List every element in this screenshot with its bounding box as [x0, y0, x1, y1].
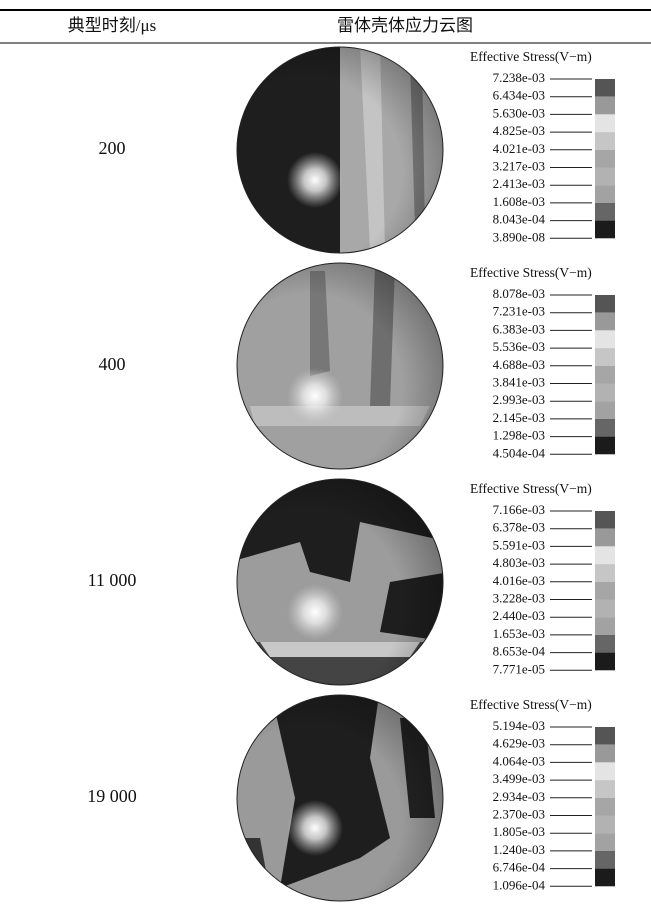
- legend-label: 6.434e-03: [493, 88, 545, 103]
- legend-label: 1.298e-03: [493, 428, 545, 443]
- header-time: 典型时刻/μs: [68, 16, 156, 35]
- legend-box: [595, 418, 615, 437]
- legend-label: 1.240e-03: [493, 842, 545, 857]
- legend-box: [595, 780, 615, 798]
- shading: [237, 695, 443, 901]
- legend-box: [595, 797, 615, 816]
- legend-label: 7.771e-05: [493, 661, 545, 676]
- time-label: 200: [99, 138, 126, 158]
- stress-sphere: [237, 47, 443, 253]
- legend-box: [595, 546, 615, 565]
- legend-label: 5.194e-03: [493, 718, 545, 733]
- legend-label: 1.608e-03: [493, 194, 545, 209]
- legend-label: 2.934e-03: [493, 789, 545, 804]
- legend-box: [595, 295, 615, 313]
- legend-box: [595, 149, 615, 168]
- legend-box: [595, 132, 615, 150]
- legend-label: 5.630e-03: [493, 105, 545, 120]
- shading: [237, 263, 443, 469]
- header-contour: 雷体壳体应力云图: [337, 16, 473, 35]
- legend-box: [595, 365, 615, 384]
- legend-box: [595, 528, 615, 547]
- stress-sphere: [237, 479, 443, 685]
- legend-label: 4.629e-03: [493, 736, 545, 751]
- legend-title: Effective Stress(V−m): [470, 481, 592, 496]
- legend-box: [595, 762, 615, 781]
- legend-box: [595, 330, 615, 349]
- legend-box: [595, 511, 615, 529]
- legend-label: 4.504e-04: [493, 445, 546, 460]
- time-label: 400: [99, 354, 126, 374]
- legend-label: 2.993e-03: [493, 392, 545, 407]
- legend-box: [595, 312, 615, 331]
- legend-box: [595, 617, 615, 635]
- legend-label: 4.064e-03: [493, 753, 545, 768]
- legend-box: [595, 815, 615, 834]
- legend-label: 2.370e-03: [493, 806, 545, 821]
- legend-box: [595, 348, 615, 366]
- legend-label: 4.825e-03: [493, 123, 545, 138]
- legend-label: 7.231e-03: [493, 304, 545, 319]
- legend-title: Effective Stress(V−m): [470, 265, 592, 280]
- legend-label: 2.145e-03: [493, 410, 545, 425]
- legend-label: 7.166e-03: [493, 502, 545, 517]
- legend-label: 1.653e-03: [493, 626, 545, 641]
- shading: [237, 479, 443, 685]
- sphere-outline: [236, 478, 444, 686]
- stress-sphere: [237, 695, 443, 901]
- legend-box: [595, 744, 615, 763]
- legend-label: 7.238e-03: [493, 70, 545, 85]
- legend-box: [595, 652, 615, 671]
- legend-label: 1.805e-03: [493, 824, 545, 839]
- time-label: 19 000: [87, 786, 137, 806]
- legend-label: 3.228e-03: [493, 590, 545, 605]
- time-label: 11 000: [88, 570, 137, 590]
- legend-label: 6.383e-03: [493, 321, 545, 336]
- legend-label: 2.413e-03: [493, 176, 545, 191]
- stress-sphere: [237, 263, 443, 469]
- legend-box: [595, 634, 615, 653]
- legend-title: Effective Stress(V−m): [470, 697, 592, 712]
- legend-box: [595, 202, 615, 221]
- legend-label: 8.078e-03: [493, 286, 545, 301]
- sphere-outline: [236, 46, 444, 254]
- legend-label: 6.378e-03: [493, 520, 545, 535]
- sphere-outline: [236, 694, 444, 902]
- legend-box: [595, 727, 615, 745]
- legend-box: [595, 96, 615, 115]
- legend-box: [595, 185, 615, 203]
- legend-label: 3.499e-03: [493, 771, 545, 786]
- legend-box: [595, 167, 615, 186]
- legend-label: 3.217e-03: [493, 158, 545, 173]
- legend-box: [595, 220, 615, 239]
- legend-box: [595, 114, 615, 133]
- legend-box: [595, 383, 615, 402]
- sphere-outline: [236, 262, 444, 470]
- legend-label: 1.096e-04: [493, 877, 546, 892]
- legend-label: 2.440e-03: [493, 608, 545, 623]
- shading: [237, 47, 443, 253]
- legend-box: [595, 436, 615, 455]
- legend-label: 5.591e-03: [493, 537, 545, 552]
- legend-label: 6.746e-04: [493, 860, 546, 875]
- legend-label: 3.841e-03: [493, 374, 545, 389]
- legend-label: 4.021e-03: [493, 141, 545, 156]
- legend-label: 8.043e-04: [493, 212, 546, 227]
- legend-label: 5.536e-03: [493, 339, 545, 354]
- legend-box: [595, 564, 615, 582]
- legend-label: 8.653e-04: [493, 644, 546, 659]
- legend-box: [595, 850, 615, 869]
- legend-box: [595, 833, 615, 851]
- legend-box: [595, 581, 615, 600]
- legend-label: 3.890e-08: [493, 229, 545, 244]
- legend-box: [595, 79, 615, 97]
- legend-label: 4.016e-03: [493, 573, 545, 588]
- legend-title: Effective Stress(V−m): [470, 49, 592, 64]
- legend-label: 4.688e-03: [493, 357, 545, 372]
- legend-box: [595, 868, 615, 887]
- legend-box: [595, 401, 615, 419]
- legend-label: 4.803e-03: [493, 555, 545, 570]
- legend-box: [595, 599, 615, 618]
